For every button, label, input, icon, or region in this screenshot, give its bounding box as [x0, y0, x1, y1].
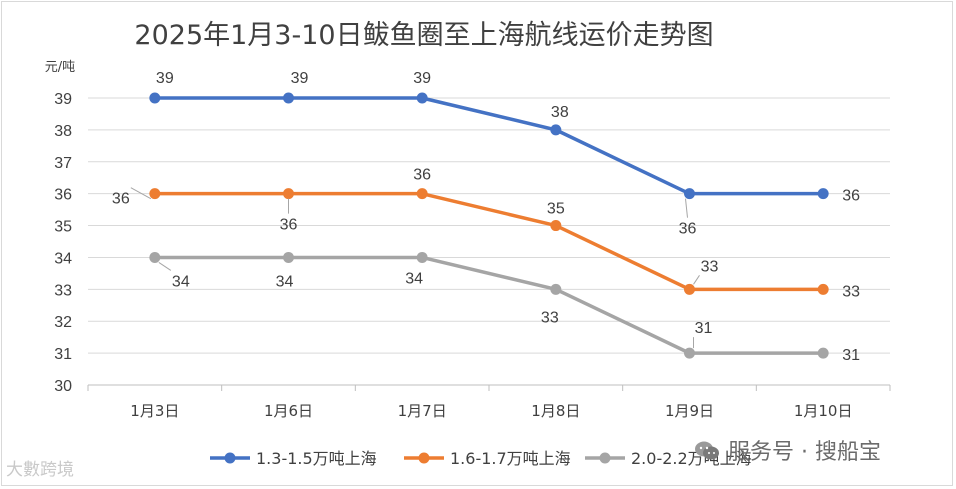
x-axis: 1月3日 1月6日 1月7日 1月8日 1月9日 1月10日: [87, 384, 891, 420]
data-label: 36: [112, 191, 130, 208]
data-point: [817, 283, 829, 295]
y-tick-label: 33: [54, 282, 72, 299]
data-label: 36: [842, 188, 860, 205]
data-point: [550, 220, 562, 232]
watermark-right-text: 服务号 · 搜船宝: [728, 440, 881, 465]
legend-label: 1.3-1.5万吨上海: [256, 449, 377, 468]
data-label: 34: [172, 273, 190, 290]
data-label: 39: [156, 70, 174, 87]
data-label: 34: [405, 270, 423, 287]
y-tick-label: 36: [54, 187, 72, 204]
watermark-left-text: 大數跨境: [6, 460, 74, 480]
legend-swatch-marker: [224, 452, 236, 464]
data-point: [817, 188, 829, 200]
y-tick-label: 31: [54, 346, 72, 363]
data-label: 33: [842, 283, 860, 300]
chart-title: 2025年1月3-10日鲅鱼圈至上海航线运价走势图: [134, 20, 713, 51]
data-label: 33: [541, 309, 559, 326]
data-label: 36: [280, 217, 298, 234]
data-labels: 39 39 39 38 36 36 36 36 36 35 33 33 34 34 34 33 31 31: [112, 70, 860, 364]
data-point: [550, 124, 562, 136]
data-point: [684, 283, 695, 295]
data-point: [416, 92, 428, 104]
y-tick-label: 34: [54, 250, 72, 267]
data-label: 35: [547, 201, 565, 218]
x-tick-label: 1月3日: [130, 402, 179, 420]
data-label: 36: [679, 221, 697, 238]
data-label: 33: [701, 258, 719, 275]
data-point: [684, 347, 695, 359]
data-label: 34: [276, 273, 294, 290]
y-axis-unit-label: 元/吨: [45, 60, 75, 75]
data-label: 39: [413, 70, 431, 87]
data-point: [416, 251, 428, 263]
legend: 1.3-1.5万吨上海 1.6-1.7万吨上海 2.0-2.2万吨上海: [210, 449, 752, 468]
data-label: 31: [842, 347, 860, 364]
x-tick-label: 1月6日: [264, 402, 313, 420]
legend-swatch-marker: [599, 452, 611, 464]
x-tick-label: 1月7日: [398, 402, 447, 420]
data-point: [550, 283, 562, 295]
wechat-icon: [695, 441, 719, 460]
data-label: 39: [291, 70, 309, 87]
data-label: 36: [413, 167, 431, 184]
data-point: [149, 251, 161, 263]
y-tick-label: 37: [54, 155, 72, 172]
label-leader-line: [693, 275, 700, 285]
data-point: [684, 188, 695, 200]
legend-label: 2.0-2.2万吨上海: [631, 449, 752, 468]
y-tick-label: 30: [54, 378, 72, 395]
y-axis-ticks: 30 31 32 33 34 35 36 37 38 39: [54, 91, 72, 395]
data-point: [283, 92, 294, 104]
legend-label: 1.6-1.7万吨上海: [450, 449, 571, 468]
series-line: [153, 191, 825, 292]
y-tick-label: 35: [54, 219, 72, 236]
legend-swatch-marker: [418, 452, 430, 464]
y-tick-label: 32: [54, 314, 72, 331]
data-point: [817, 347, 829, 359]
x-tick-label: 1月8日: [531, 402, 580, 420]
x-tick-label: 1月10日: [794, 402, 853, 420]
watermark-right: 服务号 · 搜船宝: [694, 434, 881, 466]
series-lines: [149, 92, 829, 359]
y-tick-label: 38: [54, 123, 72, 140]
label-leader-line: [158, 262, 172, 271]
data-point: [149, 92, 161, 104]
data-point: [149, 188, 161, 200]
data-point: [416, 188, 428, 200]
gridlines: [88, 97, 890, 386]
data-point: [283, 188, 294, 200]
series-line: [153, 96, 825, 196]
watermark-left: 大數跨境: [6, 455, 74, 480]
y-tick-label: 39: [54, 91, 72, 108]
label-leader-line: [130, 187, 152, 200]
series-line: [153, 255, 825, 355]
data-label: 31: [695, 320, 713, 337]
data-point: [283, 251, 294, 263]
label-leader-line: [685, 198, 688, 218]
x-tick-label: 1月9日: [665, 402, 714, 420]
data-label: 38: [551, 104, 569, 121]
